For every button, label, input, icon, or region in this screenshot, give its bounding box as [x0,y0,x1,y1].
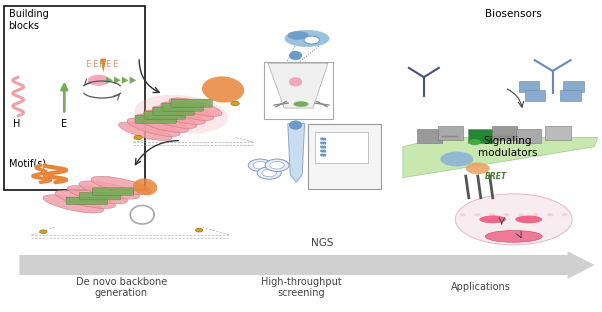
Text: Signaling
modulators: Signaling modulators [478,136,538,158]
Ellipse shape [479,216,506,223]
Text: Applications: Applications [451,282,510,292]
Text: Motif(s): Motif(s) [8,159,46,169]
Ellipse shape [67,186,128,204]
Text: Building
blocks: Building blocks [8,9,48,31]
FancyBboxPatch shape [524,90,545,101]
Circle shape [257,167,281,179]
Ellipse shape [161,102,214,120]
Circle shape [270,162,284,169]
Polygon shape [19,251,595,279]
Polygon shape [288,124,305,182]
Text: E: E [105,60,111,69]
Ellipse shape [289,120,302,130]
Circle shape [489,213,495,216]
Circle shape [518,213,524,216]
Ellipse shape [202,76,244,103]
Ellipse shape [515,216,542,223]
FancyBboxPatch shape [563,81,584,92]
Ellipse shape [135,114,188,133]
Text: H: H [13,119,20,129]
FancyBboxPatch shape [171,99,213,107]
FancyBboxPatch shape [308,124,380,189]
Ellipse shape [440,152,473,167]
FancyBboxPatch shape [315,132,368,163]
Ellipse shape [133,178,157,195]
Text: E: E [85,60,91,69]
FancyBboxPatch shape [515,129,541,143]
Ellipse shape [152,106,205,124]
Ellipse shape [169,98,222,116]
Circle shape [262,169,276,177]
Circle shape [196,228,203,232]
FancyBboxPatch shape [438,126,463,139]
FancyBboxPatch shape [66,197,107,205]
FancyBboxPatch shape [153,107,194,115]
Polygon shape [122,76,128,84]
Text: NGS: NGS [311,237,334,248]
Ellipse shape [285,30,329,47]
Ellipse shape [134,95,228,134]
Ellipse shape [119,122,172,140]
Text: E: E [112,60,117,69]
Bar [4,6,145,190]
Ellipse shape [485,231,542,242]
Ellipse shape [91,176,152,194]
Ellipse shape [288,31,308,40]
Text: E: E [61,119,67,129]
Circle shape [253,162,267,169]
Text: H: H [98,60,105,69]
FancyBboxPatch shape [468,129,493,143]
Circle shape [547,213,553,216]
Polygon shape [101,59,106,72]
Circle shape [304,36,320,44]
FancyBboxPatch shape [518,81,539,92]
Ellipse shape [55,190,116,208]
Circle shape [248,159,272,172]
Circle shape [231,101,239,105]
Circle shape [469,139,481,145]
Circle shape [265,159,289,172]
FancyBboxPatch shape [162,103,203,111]
FancyBboxPatch shape [79,193,120,200]
Ellipse shape [455,194,572,245]
FancyBboxPatch shape [144,111,185,119]
Circle shape [474,213,480,216]
FancyBboxPatch shape [560,90,581,101]
Ellipse shape [289,77,302,86]
Circle shape [503,213,509,216]
Bar [264,62,333,119]
Ellipse shape [289,51,302,60]
Circle shape [134,135,142,139]
FancyBboxPatch shape [545,126,571,139]
Circle shape [533,213,539,216]
FancyBboxPatch shape [93,188,134,195]
FancyBboxPatch shape [135,115,176,123]
Ellipse shape [79,181,140,199]
Circle shape [88,75,109,86]
Ellipse shape [144,110,197,129]
Text: Biosensors: Biosensors [485,9,542,19]
Text: De novo backbone
generation: De novo backbone generation [76,277,167,298]
Text: BRET: BRET [485,172,507,181]
Ellipse shape [127,118,180,136]
Circle shape [460,213,466,216]
Ellipse shape [294,101,308,107]
Polygon shape [403,138,598,178]
Ellipse shape [466,163,490,174]
Text: E: E [92,60,98,69]
Ellipse shape [43,195,104,213]
Polygon shape [106,76,113,84]
Polygon shape [268,63,328,108]
Circle shape [40,230,47,234]
Circle shape [562,213,568,216]
Polygon shape [129,76,136,84]
FancyBboxPatch shape [417,129,442,143]
FancyBboxPatch shape [492,126,517,139]
Polygon shape [114,76,120,84]
Text: High-throughput
screening: High-throughput screening [261,277,341,298]
